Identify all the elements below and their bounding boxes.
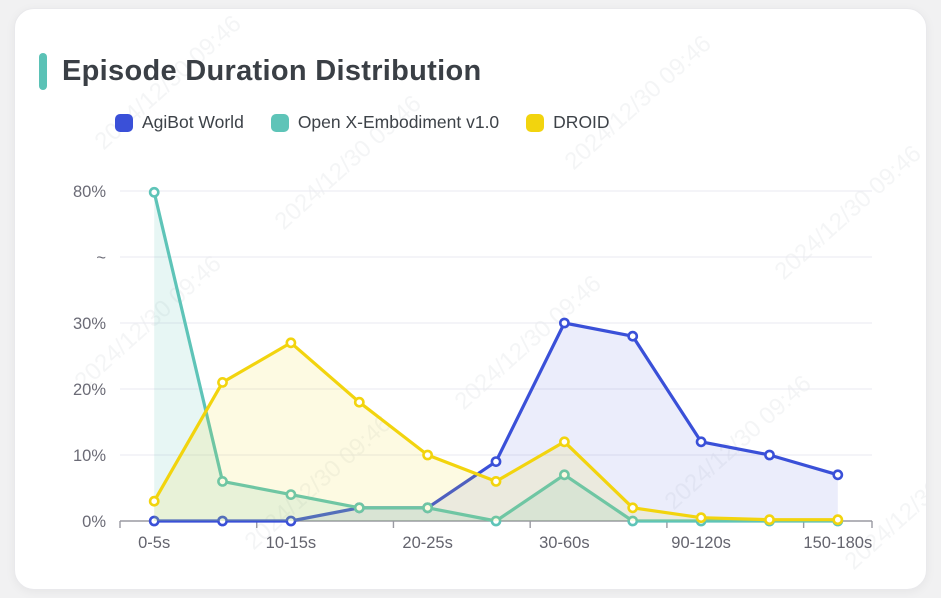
data-point-marker[interactable] bbox=[764, 449, 775, 461]
data-point-marker[interactable] bbox=[285, 515, 297, 527]
y-tick-label: 30% bbox=[73, 315, 106, 333]
data-point-marker[interactable] bbox=[490, 475, 502, 487]
grid-lines bbox=[120, 190, 872, 456]
data-point-marker[interactable] bbox=[764, 514, 775, 526]
series-droid bbox=[148, 337, 844, 526]
data-point-marker[interactable] bbox=[490, 456, 502, 467]
data-point-marker[interactable] bbox=[832, 469, 844, 481]
data-point-marker[interactable] bbox=[353, 502, 365, 514]
data-point-marker[interactable] bbox=[832, 514, 844, 526]
chart-legend: AgiBot World Open X-Embodiment v1.0 DROI… bbox=[115, 112, 610, 133]
data-point-marker[interactable] bbox=[148, 186, 160, 198]
data-point-marker[interactable] bbox=[422, 502, 433, 514]
data-point-marker[interactable] bbox=[285, 337, 297, 349]
data-point-marker[interactable] bbox=[353, 396, 365, 408]
legend-item-droid[interactable]: DROID bbox=[526, 112, 610, 133]
chart-title: Episode Duration Distribution bbox=[62, 55, 482, 87]
x-tick-label: 30-60s bbox=[539, 534, 589, 552]
x-tick-label: 20-25s bbox=[402, 534, 452, 552]
data-point-marker[interactable] bbox=[422, 449, 433, 461]
data-point-marker[interactable] bbox=[559, 469, 570, 481]
x-tick-label: 150-180s bbox=[803, 534, 872, 552]
y-tick-label: 80% bbox=[73, 183, 106, 201]
data-point-marker[interactable] bbox=[627, 330, 639, 342]
y-tick-label: 20% bbox=[73, 381, 106, 399]
data-point-marker[interactable] bbox=[217, 376, 228, 388]
data-point-marker[interactable] bbox=[285, 489, 297, 500]
x-axis-labels: 0-5s 10-15s 20-25s 30-60s 90-120s 150-180s bbox=[138, 534, 872, 552]
data-point-marker[interactable] bbox=[217, 475, 228, 487]
data-point-marker[interactable] bbox=[559, 317, 570, 329]
data-point-marker[interactable] bbox=[490, 515, 502, 527]
legend-item-open-x-embodiment[interactable]: Open X-Embodiment v1.0 bbox=[270, 112, 500, 133]
legend-item-agibot-world[interactable]: AgiBot World bbox=[115, 112, 244, 133]
title-accent-bar bbox=[39, 53, 47, 90]
legend-swatch-icon bbox=[115, 113, 133, 132]
legend-swatch-icon bbox=[526, 113, 545, 132]
data-point-marker[interactable] bbox=[559, 436, 570, 448]
data-point-marker[interactable] bbox=[695, 436, 707, 448]
y-tick-label: 10% bbox=[73, 447, 106, 465]
legend-label: AgiBot World bbox=[142, 112, 244, 132]
data-point-marker[interactable] bbox=[627, 502, 639, 514]
x-tick-label: 0-5s bbox=[138, 534, 170, 552]
chart-header: Episode Duration Distribution bbox=[39, 53, 482, 90]
legend-label: Open X-Embodiment v1.0 bbox=[297, 112, 500, 132]
x-tick-label: 90-120s bbox=[671, 534, 731, 552]
y-tick-label: 0% bbox=[82, 513, 106, 531]
legend-label: DROID bbox=[553, 112, 610, 132]
data-point-marker[interactable] bbox=[148, 515, 160, 527]
data-point-marker[interactable] bbox=[627, 515, 639, 527]
x-tick-label: 10-15s bbox=[266, 534, 316, 552]
y-tick-label: ~ bbox=[96, 249, 106, 267]
data-point-marker[interactable] bbox=[217, 515, 228, 527]
data-point-marker[interactable] bbox=[695, 512, 707, 524]
line-chart[interactable]: 0% 10% 20% 30% ~80% 0-5s 10-15s 20-25s 30-60s 90-… bbox=[15, 9, 927, 590]
chart-card: 2024/12/30 09:46 2024/12/30 09:46 2024/12/… bbox=[14, 8, 927, 590]
data-point-marker[interactable] bbox=[148, 495, 160, 507]
legend-swatch-icon bbox=[270, 113, 289, 132]
y-axis-labels: 0% 10% 20% 30% ~80% bbox=[73, 183, 106, 531]
